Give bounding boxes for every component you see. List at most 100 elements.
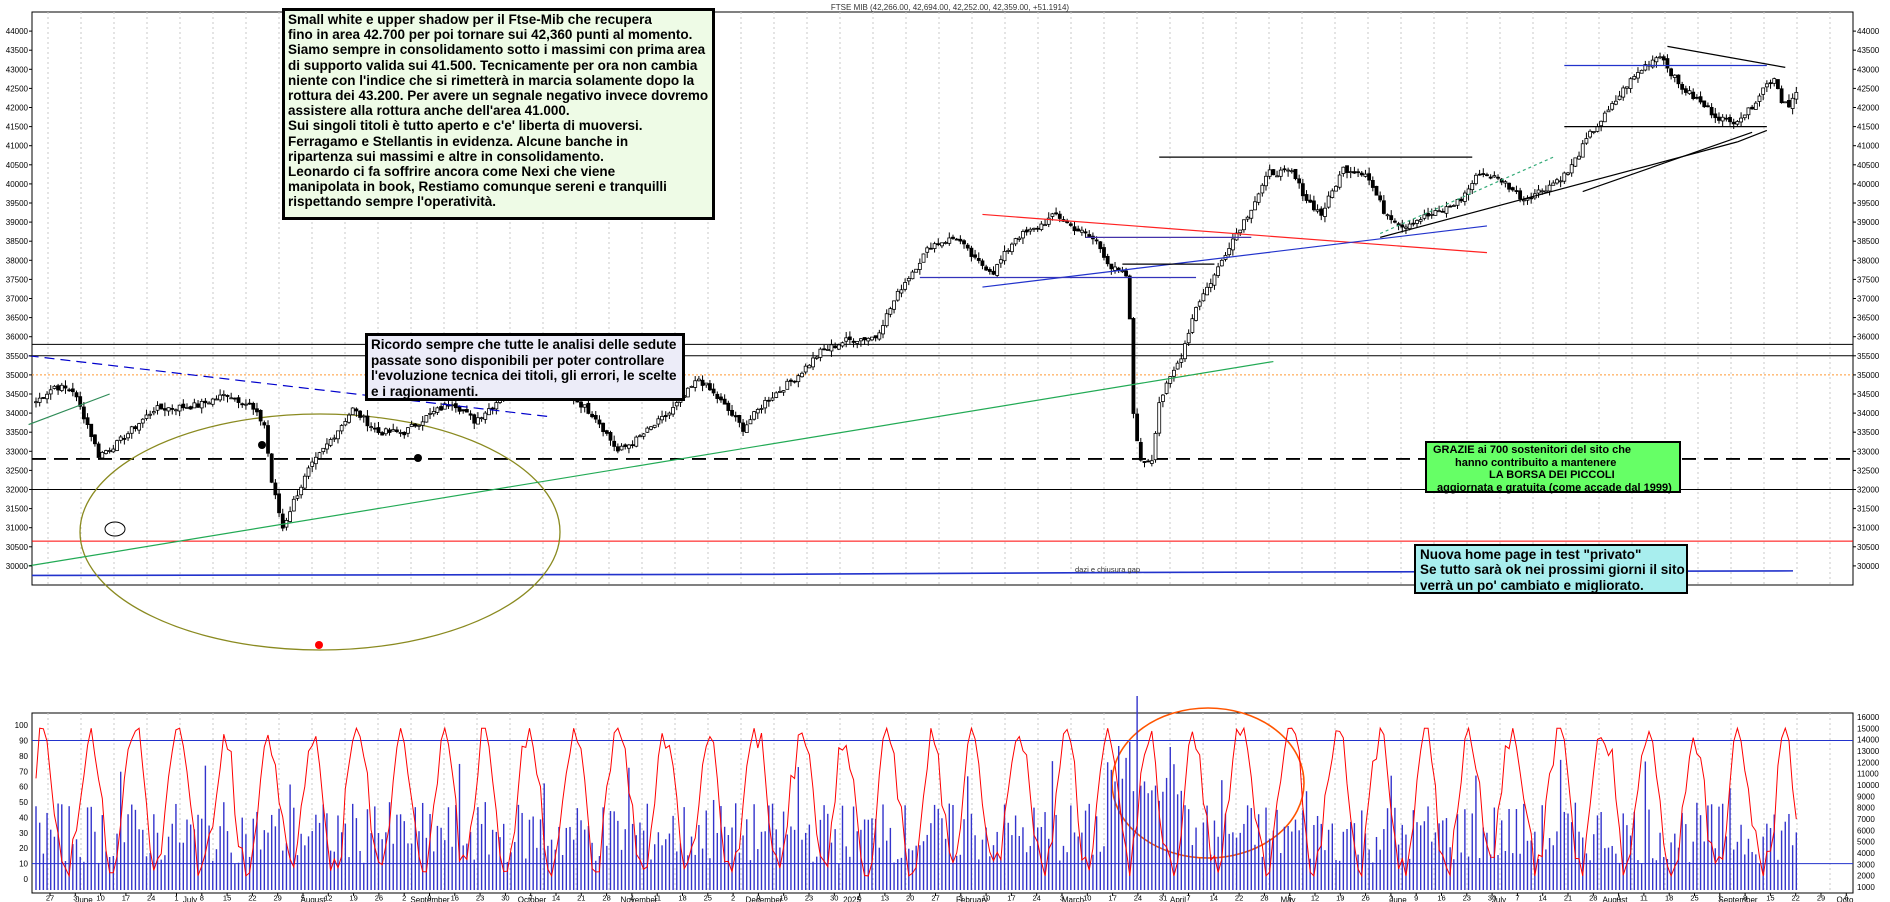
candle-up [155,405,160,411]
x-day-label: 11 [653,894,661,902]
candle-up [1761,87,1766,95]
candle-down [1282,168,1287,171]
x-day-label: 25 [1690,894,1698,902]
box4-line-2: verrà un po' cambiato e migliorato. [1420,577,1644,593]
candle-down [1109,263,1114,270]
volume-tick-label: 14000 [1857,736,1880,745]
candle-down [1378,195,1383,201]
candle-up [1153,432,1158,461]
volume-tick-label: 8000 [1857,804,1875,813]
x-day-label: 24 [1134,894,1142,902]
candle-up [1599,120,1604,127]
candle-down [586,402,591,414]
x-day-label: 1 [1718,894,1722,902]
y-tick-label-right: 32000 [1857,486,1880,495]
candle-up [1385,214,1390,217]
x-month-label: December [746,896,783,902]
y-tick-label-left: 40500 [6,161,29,170]
candle-up [1039,223,1044,230]
x-month-label: February [956,896,988,902]
candle-up [151,411,156,414]
candle-up [1190,318,1195,333]
candle-up [689,385,694,388]
candle-down [851,340,856,343]
candle-up [1525,198,1530,201]
y-tick-label-left: 40000 [6,180,29,189]
candle-down [376,427,381,434]
candle-up [207,402,211,405]
candle-up [350,407,355,416]
candle-up [1278,169,1283,177]
candle-up [627,444,631,449]
y-tick-label-left: 43000 [6,65,29,74]
x-day-label: 18 [1665,894,1673,902]
x-day-label: 29 [274,894,282,902]
candle-down [1448,205,1453,208]
candle-up [940,242,944,247]
candle-down [255,408,259,413]
x-day-label: 22 [248,894,256,902]
x-day-label: 8 [200,894,204,902]
y-tick-label-right: 43000 [1857,65,1880,74]
x-day-label: 26 [375,894,383,902]
y-tick-label-left: 30500 [6,543,29,552]
x-day-label: 16 [451,894,459,902]
candle-down [1356,171,1360,174]
box1-line-1: fino in area 42.700 per poi tornare sui … [288,27,693,43]
candle-down [251,403,256,410]
candle-up [1474,174,1478,185]
candle-down [1054,212,1059,215]
candle-down [93,434,97,445]
candle-down [976,257,981,261]
x-day-label: 18 [678,894,686,902]
candle-down [188,406,193,410]
volume-tick-label: 4000 [1857,849,1875,858]
candle-up [383,428,388,435]
candle-up [483,412,488,420]
candle-up [361,415,366,418]
candle-up [45,393,49,400]
candle-up [313,456,318,465]
candle-up [144,414,149,419]
candle-up [291,498,296,512]
candle-up [1245,216,1250,220]
y-tick-label-right: 35000 [1857,371,1880,380]
y-tick-label-right: 36500 [1857,314,1880,323]
candle-up [785,380,790,390]
candle-down [1057,213,1062,219]
candle-down [1507,182,1511,190]
candle-down [1345,165,1349,174]
candle-up [435,407,440,413]
x-day-label: 11 [1640,894,1648,902]
candle-up [1337,174,1342,188]
candle-down [1787,99,1791,108]
candle-down [1488,176,1493,179]
trendline [28,360,1274,567]
candle-down [457,406,462,412]
x-day-label: 9 [427,894,431,902]
candle-up [1433,210,1438,216]
x-day-label: 3 [73,894,77,902]
x-day-label: 16 [780,894,788,902]
candle-up [866,337,871,342]
commentary-box: Small white e upper shadow per il Ftse-M… [282,8,715,220]
candle-up [763,400,768,409]
candle-up [825,349,830,351]
candle-down [1485,174,1489,177]
candle-up [1790,97,1795,109]
candle-down [1694,96,1699,99]
box3-line-2: LA BORSA DEI PICCOLI [1489,469,1615,481]
y-tick-label-left: 38500 [6,237,29,246]
x-day-label: 12 [1311,894,1319,902]
candle-up [1418,219,1423,222]
y-tick-label-right: 41500 [1857,123,1880,132]
candle-down [1728,116,1732,123]
candle-down [741,422,745,432]
candle-down [991,270,996,275]
candle-up [645,427,650,433]
candle-up [1238,229,1243,234]
candle-down [387,429,392,433]
candle-up [1197,301,1202,307]
candle-up [836,344,841,350]
y-tick-label-right: 38000 [1857,256,1880,265]
